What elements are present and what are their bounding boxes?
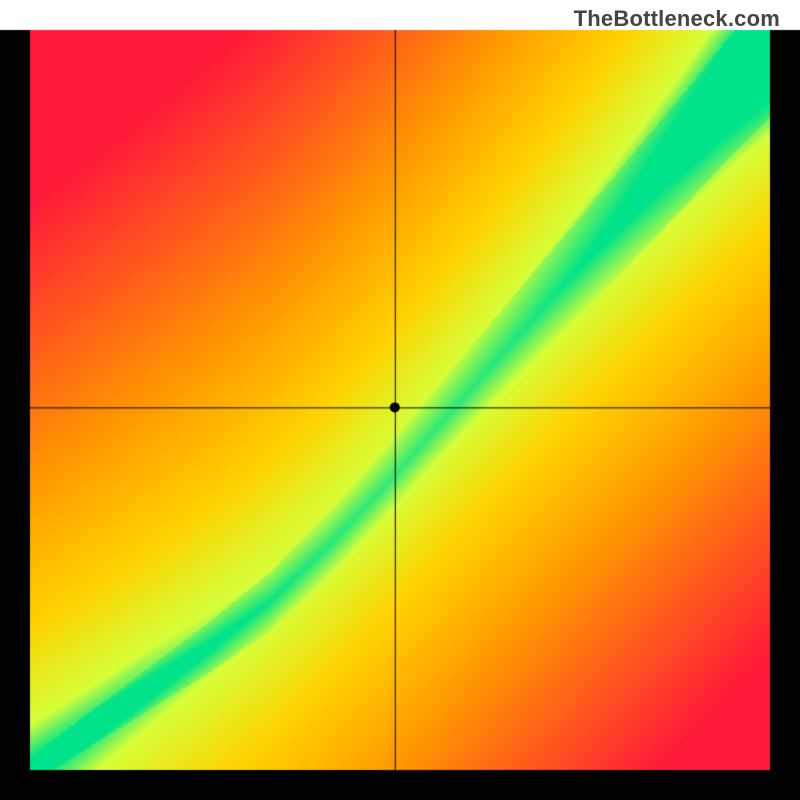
- chart-container: { "meta": { "watermark": "TheBottleneck.…: [0, 0, 800, 800]
- watermark-text: TheBottleneck.com: [574, 6, 780, 32]
- bottleneck-heatmap: [0, 0, 800, 800]
